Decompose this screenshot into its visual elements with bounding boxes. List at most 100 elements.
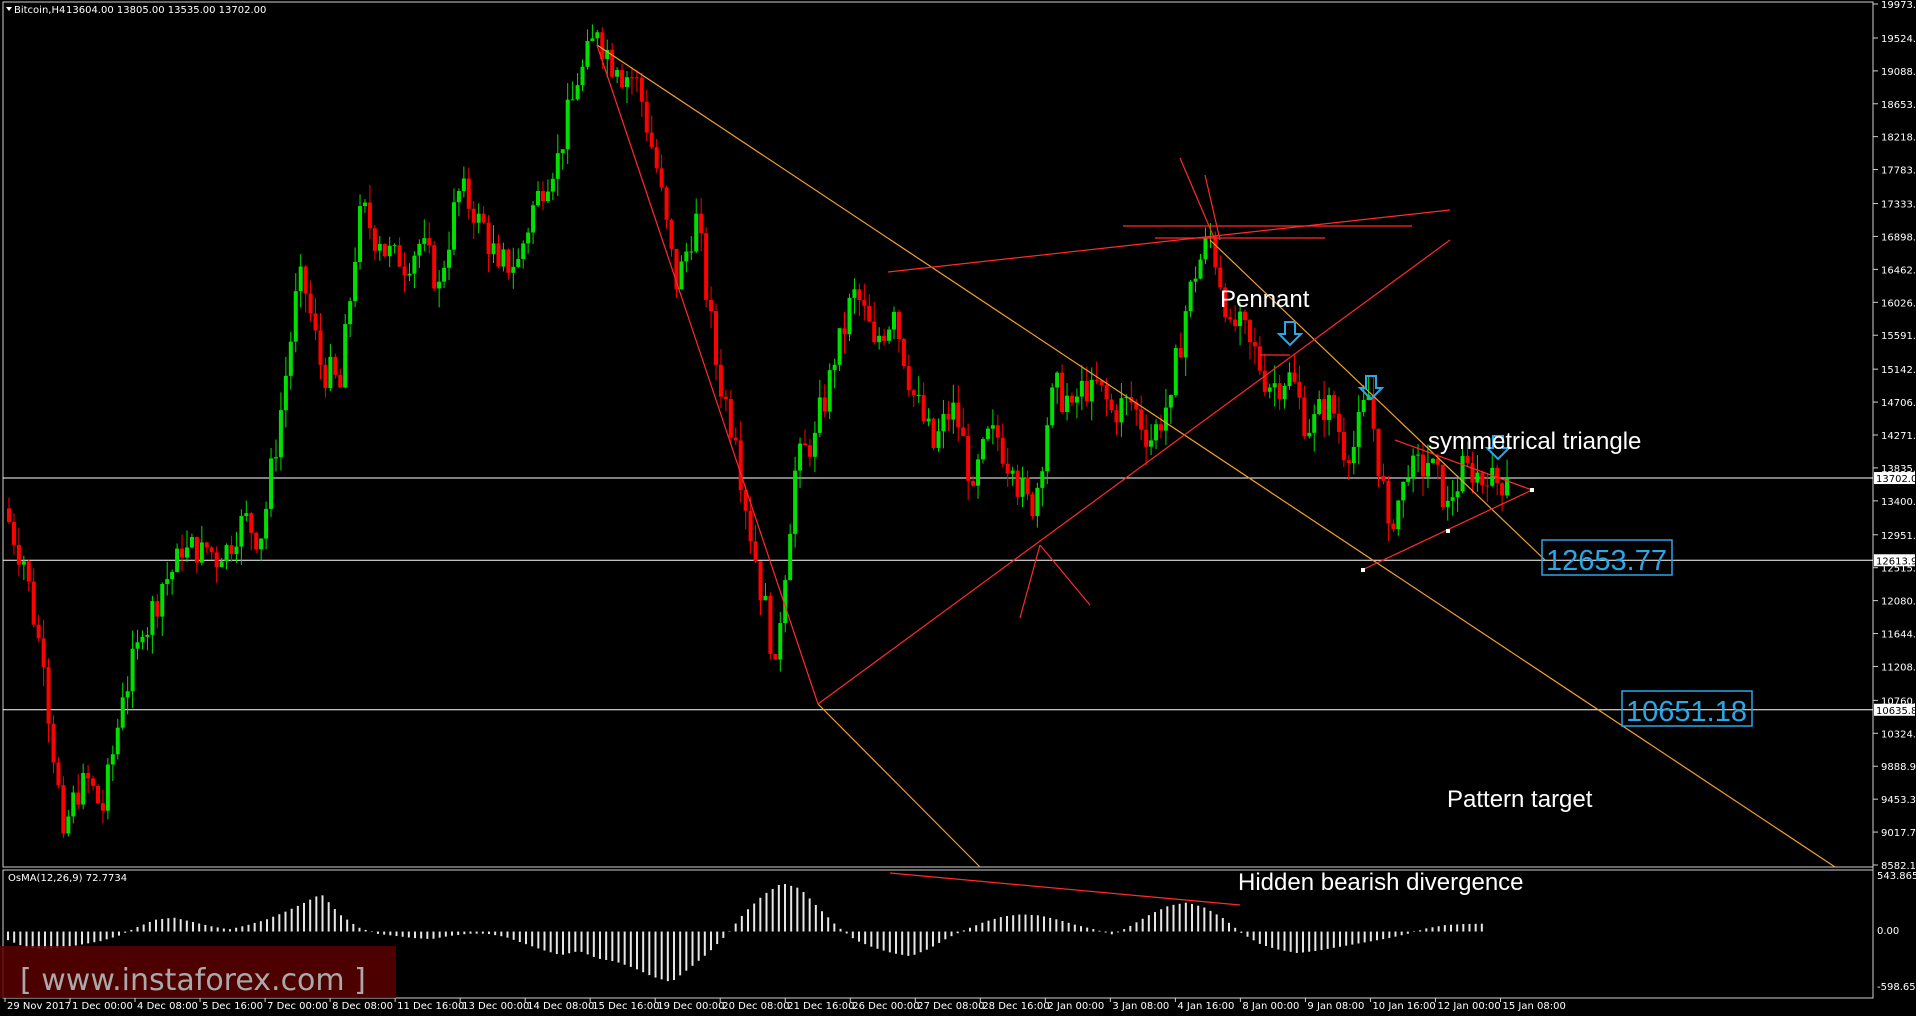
- time-tick-label: 28 Dec 16:00: [982, 1001, 1049, 1012]
- candle-body-down: [204, 542, 209, 548]
- horizontal-levels: 13702.00 12613.98 10635.86: [3, 472, 1916, 717]
- price-tick-label: 16462.50: [1881, 265, 1916, 276]
- candle-body-down: [1025, 477, 1030, 495]
- candle-body-down: [41, 638, 46, 668]
- candle-body-down: [704, 233, 709, 300]
- candle-body-up: [916, 394, 921, 396]
- candle-body-down: [842, 328, 847, 335]
- candle-body-up: [362, 202, 367, 207]
- candle-body-down: [91, 778, 96, 786]
- candle-body-up: [1149, 440, 1154, 447]
- channel-line: [596, 44, 1836, 868]
- candle-body-down: [1109, 399, 1114, 411]
- time-tick-label: 8 Dec 08:00: [332, 1001, 393, 1012]
- candle-body-down: [1297, 381, 1302, 398]
- candle-body-down: [1336, 413, 1341, 432]
- candle-body-up: [684, 251, 689, 262]
- triangle-point: [1446, 529, 1450, 533]
- candle-body-down: [303, 266, 308, 294]
- candle-body-up: [1351, 446, 1356, 464]
- candle-body-up: [21, 561, 26, 565]
- candle-body-down: [1435, 458, 1440, 465]
- candle-body-up: [1455, 491, 1460, 498]
- candle-body-up: [1361, 399, 1366, 412]
- price-tick-label: 9888.90: [1881, 762, 1916, 773]
- candle-body-up: [887, 329, 892, 341]
- pennant-label: Pennant: [1220, 286, 1310, 313]
- time-tick-label: 27 Dec 08:00: [917, 1001, 984, 1012]
- candle-body-up: [980, 439, 985, 460]
- candle-body-up: [170, 571, 175, 580]
- candle-body-down: [1030, 494, 1035, 516]
- level-tag-box: [1874, 703, 1915, 716]
- candle-body-up: [353, 261, 358, 302]
- candle-body-up: [615, 70, 620, 77]
- candle-body-down: [1376, 428, 1381, 477]
- candle-body-up: [66, 816, 71, 834]
- time-tick-label: 3 Jan 08:00: [1112, 1001, 1169, 1012]
- candle-body-down: [372, 228, 377, 251]
- candle-body-up: [941, 413, 946, 432]
- candle-body-down: [1391, 523, 1396, 530]
- candle-body-up: [273, 457, 278, 459]
- candle-body-up: [387, 245, 392, 257]
- candle-body-down: [254, 532, 259, 550]
- price-tick-label: 16026.90: [1881, 298, 1916, 309]
- candle-body-down: [397, 245, 402, 267]
- candle-body-up: [1079, 380, 1084, 397]
- candle-body-down: [1060, 372, 1065, 412]
- time-tick-label: 15 Jan 08:00: [1502, 1001, 1565, 1012]
- watermark-text[interactable]: [ www.instaforex.com ]: [20, 963, 366, 998]
- price-tick-label: 15142.50: [1881, 365, 1916, 376]
- candle-body-down: [1292, 372, 1297, 382]
- candle-body-up: [1040, 471, 1045, 488]
- candle-body-down: [26, 561, 31, 582]
- candle-body-down: [481, 213, 486, 223]
- candle-body-up: [852, 289, 857, 298]
- candle-body-down: [723, 396, 728, 400]
- candle-body-up: [234, 546, 239, 555]
- candle-body-down: [36, 624, 41, 639]
- target-value-12653: 12653.77: [1546, 545, 1667, 577]
- candle-body-up: [531, 205, 536, 233]
- candle-body-down: [639, 77, 644, 102]
- candle-body-down: [961, 427, 966, 437]
- level-tag-label: 12613.98: [1876, 556, 1916, 567]
- candle-body-up: [832, 364, 837, 371]
- candle-body-up: [239, 515, 244, 547]
- candle-body-down: [1421, 454, 1426, 477]
- candle-body-up: [570, 99, 575, 101]
- candle-body-down: [1178, 348, 1183, 358]
- candle-body-up: [1460, 456, 1465, 492]
- candle-body-up: [244, 513, 249, 516]
- level-tag-label: 13702.00: [1876, 474, 1916, 485]
- candle-body-up: [343, 324, 348, 388]
- candle-body-up: [793, 470, 798, 534]
- candle-body-down: [714, 311, 719, 365]
- candle-body-up: [125, 691, 130, 698]
- target-box-10651: [1621, 690, 1753, 727]
- candle-body-down: [7, 508, 11, 523]
- candle-body-down: [946, 413, 951, 420]
- candle-body-up: [461, 178, 466, 191]
- candle-body-up: [1163, 407, 1168, 431]
- candle-body-down: [100, 803, 105, 811]
- price-tick-label: 12515.70: [1881, 564, 1916, 575]
- indicator-tick: 0.00: [1877, 926, 1899, 937]
- candle-body-up: [1425, 463, 1430, 477]
- candle-body-up: [1312, 414, 1317, 433]
- candle-body-up: [110, 754, 115, 765]
- price-tick-label: 13835.70: [1881, 464, 1916, 475]
- candle-body-up: [1119, 398, 1124, 423]
- time-tick-label: 2 Jan 00:00: [1047, 1001, 1104, 1012]
- candle-body-down: [1346, 460, 1351, 464]
- candle-body-down: [1134, 402, 1139, 410]
- candle-body-up: [580, 66, 585, 86]
- candle-body-up: [847, 297, 852, 335]
- candle-body-down: [753, 541, 758, 562]
- candle-body-up: [1475, 472, 1480, 483]
- price-tick-label: 13400.00: [1881, 497, 1916, 508]
- candle-body-down: [911, 390, 916, 396]
- header-dropdown-icon[interactable]: [6, 7, 12, 11]
- candle-body-up: [219, 561, 224, 568]
